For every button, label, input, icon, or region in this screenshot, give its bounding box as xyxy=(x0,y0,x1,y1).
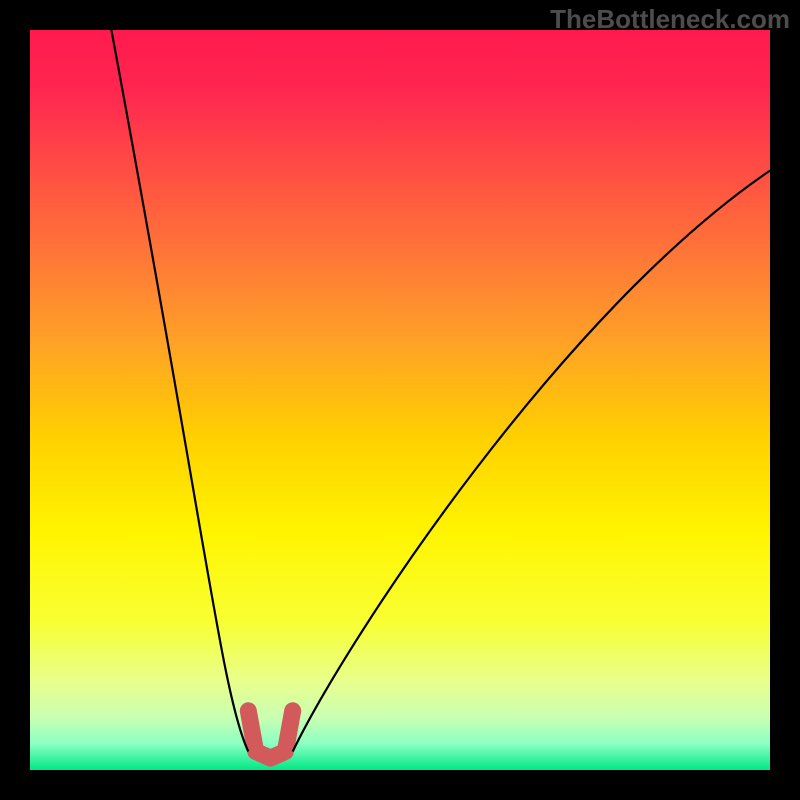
gradient-background xyxy=(30,30,770,770)
bottleneck-chart xyxy=(30,30,770,770)
